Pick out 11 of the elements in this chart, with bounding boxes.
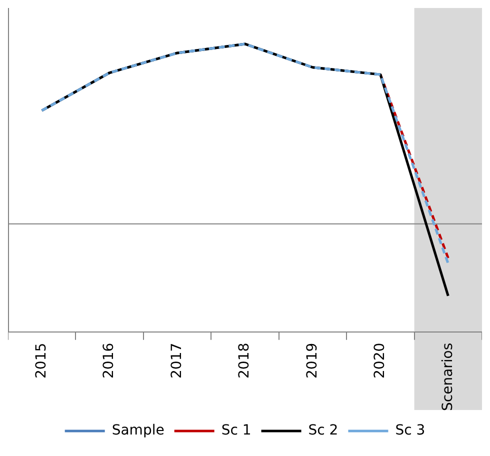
x-tick-label: 2020 bbox=[372, 342, 388, 378]
x-tick-label: 2019 bbox=[304, 342, 320, 378]
x-tick-label: 2017 bbox=[168, 342, 185, 378]
x-tick-label: 2016 bbox=[101, 342, 118, 378]
x-tick-label: 2018 bbox=[236, 342, 253, 378]
legend-label: Sc 2 bbox=[308, 422, 338, 439]
x-tick-label: 2015 bbox=[34, 342, 50, 378]
legend-label: Sample bbox=[112, 422, 164, 439]
legend-label: Sc 3 bbox=[395, 422, 426, 439]
x-tick-label: Scenarios bbox=[440, 342, 456, 411]
legend-label: Sc 1 bbox=[221, 422, 252, 439]
